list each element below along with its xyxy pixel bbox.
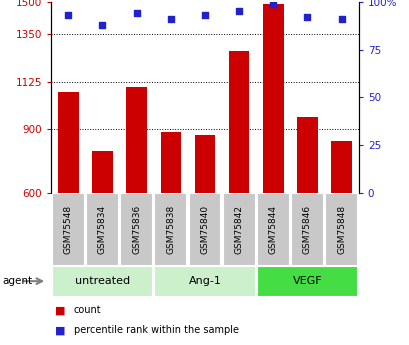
Point [270, 1, 276, 7]
Bar [126, 87, 146, 193]
Bar [160, 131, 181, 193]
Text: GSM75848: GSM75848 [336, 205, 345, 254]
Text: GSM75548: GSM75548 [64, 205, 73, 254]
Text: GSM75844: GSM75844 [268, 205, 277, 254]
Point [167, 16, 174, 22]
Text: untreated: untreated [75, 276, 130, 286]
Text: VEGF: VEGF [292, 276, 321, 286]
Text: ■: ■ [55, 305, 66, 315]
Point [337, 16, 344, 22]
Point [133, 10, 139, 16]
Bar [256, 266, 357, 297]
Bar [92, 151, 112, 193]
Text: agent: agent [2, 276, 32, 286]
Point [235, 9, 242, 14]
Text: count: count [74, 305, 101, 315]
Text: ■: ■ [55, 325, 66, 335]
Text: GSM75842: GSM75842 [234, 205, 243, 254]
Point [303, 14, 310, 20]
Bar [188, 193, 221, 266]
Bar [228, 51, 249, 193]
Bar [52, 193, 85, 266]
Point [99, 22, 106, 28]
Bar [52, 266, 153, 297]
Bar [86, 193, 119, 266]
Bar [324, 193, 357, 266]
Text: GSM75838: GSM75838 [166, 205, 175, 254]
Bar [263, 4, 283, 193]
Point [201, 12, 208, 18]
Text: GSM75840: GSM75840 [200, 205, 209, 254]
Bar [290, 193, 323, 266]
Bar [194, 135, 215, 193]
Bar [154, 193, 187, 266]
Bar [222, 193, 255, 266]
Text: Ang-1: Ang-1 [188, 276, 221, 286]
Bar [256, 193, 289, 266]
Bar [120, 193, 153, 266]
Bar [58, 92, 79, 193]
Bar [297, 117, 317, 193]
Point [65, 12, 72, 18]
Text: GSM75846: GSM75846 [302, 205, 311, 254]
Text: GSM75836: GSM75836 [132, 205, 141, 254]
Bar [154, 266, 255, 297]
Text: GSM75834: GSM75834 [98, 205, 107, 254]
Text: percentile rank within the sample: percentile rank within the sample [74, 325, 238, 335]
Bar [330, 141, 351, 193]
